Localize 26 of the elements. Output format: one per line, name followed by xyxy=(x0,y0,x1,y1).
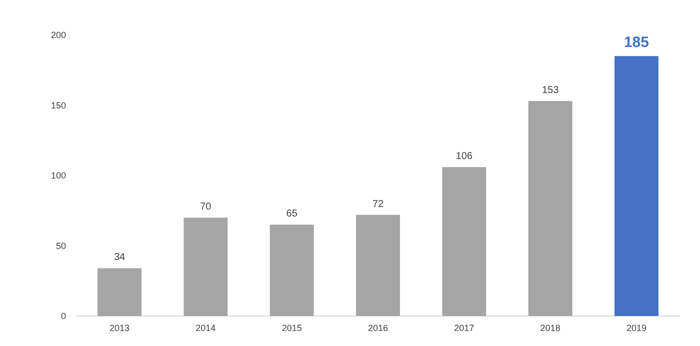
data-label: 153 xyxy=(542,85,560,96)
y-tick-label: 0 xyxy=(60,311,66,322)
y-tick-label: 100 xyxy=(50,170,66,181)
y-tick-label: 150 xyxy=(50,100,66,110)
data-label: 34 xyxy=(114,252,126,264)
x-tick-label: 2015 xyxy=(282,323,302,333)
bar xyxy=(356,214,400,316)
bar xyxy=(270,224,314,316)
bar xyxy=(98,268,142,316)
x-tick-label: 2018 xyxy=(540,323,560,333)
y-tick-label: 50 xyxy=(56,240,66,251)
bar xyxy=(528,101,572,316)
data-label: 65 xyxy=(286,208,298,220)
x-tick-label: 2016 xyxy=(368,323,388,333)
x-tick-label: 2017 xyxy=(454,323,474,333)
bar xyxy=(184,218,228,316)
bar xyxy=(442,167,486,316)
data-label: 72 xyxy=(372,198,384,210)
bar xyxy=(614,56,658,316)
data-label: 106 xyxy=(456,151,473,162)
x-tick-label: 2019 xyxy=(626,323,647,333)
x-tick-label: 2014 xyxy=(196,323,216,333)
data-label: 70 xyxy=(200,202,212,213)
data-label: 185 xyxy=(624,34,650,52)
y-tick-label: 200 xyxy=(50,30,66,40)
x-tick-label: 2013 xyxy=(109,323,130,333)
